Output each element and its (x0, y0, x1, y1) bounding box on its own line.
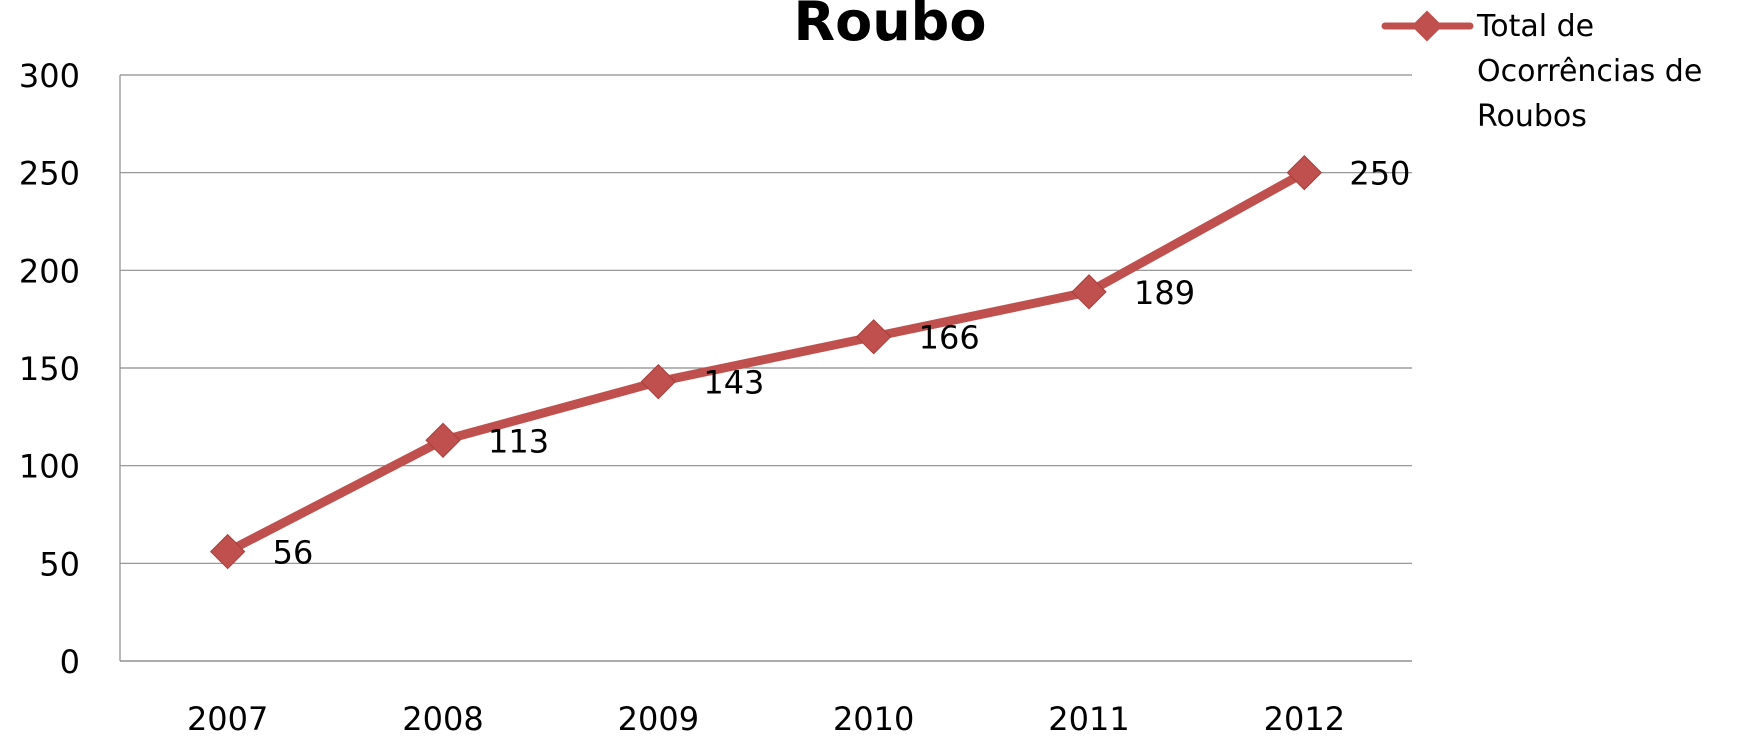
legend-label-line-3: Roubos (1477, 99, 1587, 134)
data-point-marker (1286, 154, 1323, 191)
y-tick-label: 100 (19, 448, 80, 486)
x-tick-label: 2007 (187, 700, 268, 736)
data-labels: 56 113 143 166 189 250 (273, 155, 1411, 572)
y-tick-label: 250 (19, 155, 80, 193)
data-point-marker (855, 319, 892, 355)
y-tick-label: 50 (39, 545, 80, 583)
series-line (223, 168, 1309, 557)
data-point-marker (425, 422, 461, 458)
x-tick-label: 2012 (1264, 700, 1345, 736)
legend-marker-swatch (1411, 10, 1443, 42)
x-tick-label: 2011 (1048, 700, 1129, 736)
axes: 0 50 100 150 200 250 300 2007 2008 2009 2010 2011 20… (19, 57, 1412, 738)
data-label: 166 (919, 319, 980, 357)
y-tick-label: 150 (19, 350, 80, 388)
series (209, 154, 1323, 570)
x-tick-label: 2009 (618, 700, 699, 736)
data-point-marker (209, 533, 246, 570)
legend-label-line-1: Total de (1476, 9, 1594, 44)
data-label: 56 (273, 534, 314, 572)
data-label: 113 (488, 422, 549, 460)
gridlines (120, 74, 1412, 662)
data-label: 189 (1134, 274, 1195, 312)
y-tick-label: 0 (60, 643, 80, 681)
data-label: 250 (1349, 155, 1410, 193)
legend-label-line-2: Ocorrências de (1477, 54, 1702, 89)
data-point-marker (640, 363, 677, 400)
legend: Total de Ocorrências de Roubos (1381, 9, 1702, 134)
x-tick-label: 2010 (833, 700, 914, 736)
data-label: 143 (703, 364, 764, 402)
chart-title: Roubo (794, 0, 987, 53)
y-tick-label: 200 (19, 252, 80, 290)
data-point-marker (1071, 274, 1107, 310)
x-tick-label: 2008 (402, 700, 483, 736)
y-tick-label: 300 (19, 57, 80, 95)
